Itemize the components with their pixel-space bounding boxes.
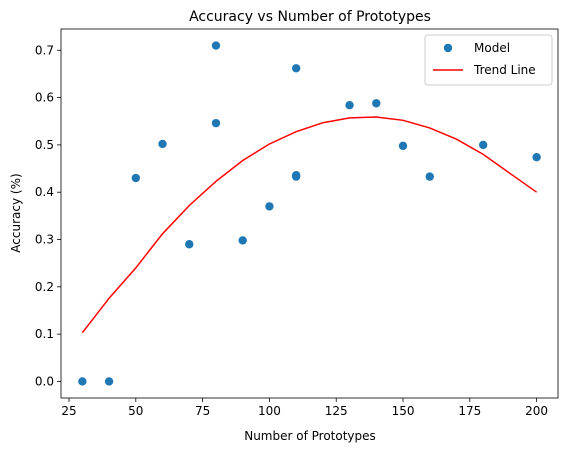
data-point xyxy=(185,240,194,249)
x-tick-label: 100 xyxy=(258,404,281,418)
y-tick-label: 0.6 xyxy=(35,91,54,105)
x-tick-label: 125 xyxy=(325,404,348,418)
y-tick-label: 0.7 xyxy=(35,43,54,57)
legend-label: Model xyxy=(474,41,510,55)
data-point xyxy=(131,173,141,183)
plot-frame xyxy=(60,28,559,399)
y-tick-label: 0.4 xyxy=(35,185,54,199)
x-tick-label: 50 xyxy=(128,404,143,418)
x-tick-label: 200 xyxy=(525,404,548,418)
x-axis-label: Number of Prototypes xyxy=(244,429,376,443)
y-axis-label: Accuracy (%) xyxy=(9,173,23,252)
chart-title: Accuracy vs Number of Prototypes xyxy=(189,9,431,25)
y-tick-label: 0.3 xyxy=(35,233,54,247)
x-tick-label: 150 xyxy=(392,404,415,418)
data-point xyxy=(398,141,408,151)
data-point xyxy=(291,170,301,180)
legend: Model Trend Line xyxy=(424,34,553,86)
data-point xyxy=(78,377,87,386)
legend-box xyxy=(424,34,553,86)
y-tick-label: 0.0 xyxy=(35,374,54,388)
trend-line xyxy=(81,116,538,334)
data-point xyxy=(104,377,114,386)
x-axis: 25 50 75 100 125 150 175 200 xyxy=(61,398,548,418)
data-point xyxy=(478,140,488,150)
data-point xyxy=(345,100,354,110)
x-tick-label: 75 xyxy=(195,404,210,418)
data-point xyxy=(532,153,541,162)
y-tick-label: 0.1 xyxy=(35,327,54,341)
data-point xyxy=(372,99,381,108)
y-tick-label: 0.2 xyxy=(35,280,54,294)
y-axis: 0.0 0.1 0.2 0.3 0.4 0.5 0.6 0.7 xyxy=(35,43,61,388)
data-point xyxy=(265,202,274,211)
legend-marker-swatch xyxy=(443,43,453,53)
x-tick-label: 175 xyxy=(458,404,481,418)
data-point xyxy=(211,118,221,128)
data-point xyxy=(158,139,167,149)
data-point xyxy=(238,236,247,245)
data-point xyxy=(211,41,221,50)
legend-label: Trend Line xyxy=(473,63,536,77)
data-point xyxy=(291,64,301,73)
y-tick-label: 0.5 xyxy=(35,138,54,152)
data-point xyxy=(425,172,434,181)
x-tick-label: 25 xyxy=(61,404,76,418)
